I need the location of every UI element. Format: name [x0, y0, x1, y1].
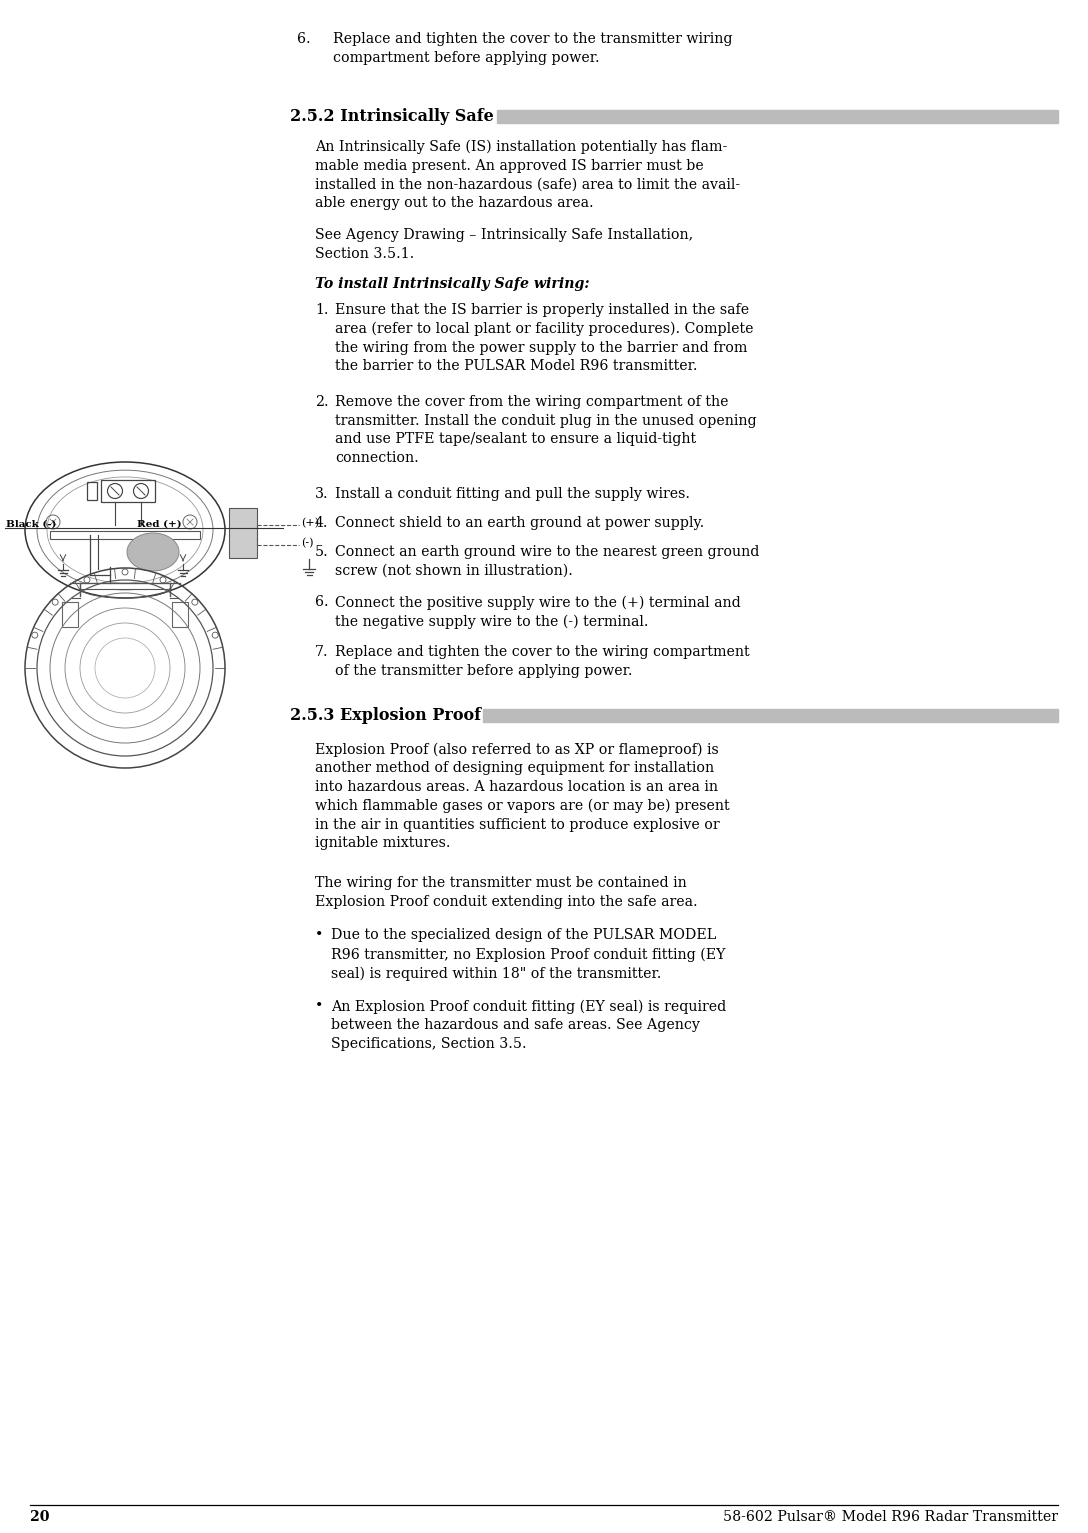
Bar [62, 602, 78, 627]
Text: 6.: 6. [297, 32, 311, 46]
Text: 6.: 6. [316, 595, 329, 609]
Text: Connect an earth ground wire to the nearest green ground
screw (not shown in ill: Connect an earth ground wire to the near… [335, 546, 759, 578]
Text: 7.: 7. [316, 645, 329, 659]
Bar [483, 710, 1058, 722]
Text: See Agency Drawing – Intrinsically Safe Installation,
Section 3.5.1.: See Agency Drawing – Intrinsically Safe … [316, 228, 693, 261]
Text: Due to the specialized design of the PULSAR MODEL
R96 transmitter, no Explosion : Due to the specialized design of the PUL… [331, 929, 726, 981]
Bar [228, 507, 257, 558]
Text: •: • [316, 1000, 323, 1013]
Text: 2.: 2. [316, 396, 329, 409]
Text: 20: 20 [30, 1510, 49, 1524]
Text: Connect the positive supply wire to the (+) terminal and
the negative supply wir: Connect the positive supply wire to the … [335, 595, 741, 629]
Text: Connect shield to an earth ground at power supply.: Connect shield to an earth ground at pow… [335, 517, 704, 530]
Text: Red (+): Red (+) [137, 520, 182, 529]
Text: An Explosion Proof conduit fitting (EY seal) is required
between the hazardous a: An Explosion Proof conduit fitting (EY s… [331, 1000, 727, 1052]
Text: •: • [316, 929, 323, 943]
Text: 3.: 3. [316, 487, 329, 501]
Text: Install a conduit fitting and pull the supply wires.: Install a conduit fitting and pull the s… [335, 487, 690, 501]
Bar [172, 602, 188, 627]
Text: Explosion Proof (also referred to as XP or flameproof) is
another method of desi: Explosion Proof (also referred to as XP … [316, 742, 730, 851]
Text: Remove the cover from the wiring compartment of the
transmitter. Install the con: Remove the cover from the wiring compart… [335, 396, 756, 464]
Text: An Intrinsically Safe (IS) installation potentially has flam-
mable media presen: An Intrinsically Safe (IS) installation … [316, 140, 740, 210]
Text: Replace and tighten the cover to the wiring compartment
of the transmitter befor: Replace and tighten the cover to the wir… [335, 645, 750, 678]
Text: 2.5.2 Intrinsically Safe: 2.5.2 Intrinsically Safe [290, 107, 494, 126]
Text: Black (-): Black (-) [7, 520, 57, 529]
Bar [87, 481, 97, 500]
Text: 4.: 4. [316, 517, 329, 530]
Text: (+): (+) [301, 518, 319, 529]
Bar [81, 583, 170, 589]
Ellipse shape [127, 533, 180, 570]
Text: (-): (-) [301, 538, 313, 549]
Text: Ensure that the IS barrier is properly installed in the safe
area (refer to loca: Ensure that the IS barrier is properly i… [335, 304, 754, 374]
Text: Replace and tighten the cover to the transmitter wiring
compartment before apply: Replace and tighten the cover to the tra… [333, 32, 732, 64]
Text: 1.: 1. [316, 304, 329, 317]
Bar [101, 480, 154, 501]
Text: 58-602 Pulsar® Model R96 Radar Transmitter: 58-602 Pulsar® Model R96 Radar Transmitt… [724, 1510, 1058, 1524]
Text: 2.5.3 Explosion Proof: 2.5.3 Explosion Proof [290, 707, 481, 724]
Text: The wiring for the transmitter must be contained in
Explosion Proof conduit exte: The wiring for the transmitter must be c… [316, 877, 697, 909]
Bar [497, 110, 1058, 123]
Text: To install Intrinsically Safe wiring:: To install Intrinsically Safe wiring: [316, 277, 590, 291]
Bar [50, 530, 200, 540]
Text: 5.: 5. [316, 546, 329, 560]
